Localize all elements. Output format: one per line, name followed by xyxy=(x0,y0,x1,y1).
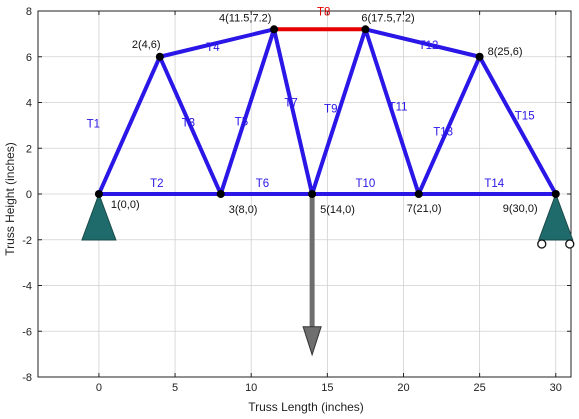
member-label-t13: T13 xyxy=(433,126,453,138)
y-tick-label: 0 xyxy=(26,189,32,201)
y-tick-label: -2 xyxy=(22,235,32,247)
member-t12 xyxy=(363,27,482,59)
roller-support xyxy=(538,192,574,241)
node-7 xyxy=(414,190,423,198)
x-tick-label: 15 xyxy=(321,382,333,394)
member-label-t3: T3 xyxy=(182,117,195,129)
truss-members xyxy=(96,27,558,196)
node-3 xyxy=(216,190,225,198)
node-label-2: 2(4,6) xyxy=(132,39,161,51)
x-tick-label: 0 xyxy=(96,382,102,394)
y-tick-label: 4 xyxy=(26,98,32,110)
node-6 xyxy=(361,25,370,34)
member-t13 xyxy=(416,54,482,196)
node-label-1: 1(0,0) xyxy=(111,199,140,211)
member-label-t15: T15 xyxy=(515,110,535,122)
member-t5 xyxy=(218,27,277,196)
member-t1 xyxy=(96,54,162,196)
load-arrow-head xyxy=(302,326,322,357)
y-tick-label: -6 xyxy=(22,326,32,338)
member-label-t11: T11 xyxy=(389,102,408,114)
member-label-t9: T9 xyxy=(324,104,337,116)
node-8 xyxy=(475,52,484,61)
x-tick-label: 10 xyxy=(245,382,257,394)
y-tick-label: -8 xyxy=(22,372,32,384)
pin-support xyxy=(81,192,117,241)
y-tick-label: -4 xyxy=(22,281,32,293)
member-t7 xyxy=(272,27,315,196)
node-2 xyxy=(155,52,164,61)
y-tick-label: 8 xyxy=(26,6,32,18)
y-axis-title: Truss Height (inches) xyxy=(3,142,17,256)
x-tick-label: 20 xyxy=(397,382,409,394)
roller-wheel xyxy=(565,239,575,249)
load-arrow xyxy=(302,194,322,357)
member-t9 xyxy=(310,27,368,196)
truss-nodes xyxy=(94,25,560,198)
node-label-5: 5(14,0) xyxy=(320,204,355,216)
node-9 xyxy=(551,190,560,198)
roller-wheel xyxy=(537,239,547,249)
member-t15 xyxy=(477,54,558,196)
node-5 xyxy=(308,190,317,198)
node-label-7: 7(21,0) xyxy=(407,203,442,215)
y-tick-label: 6 xyxy=(26,52,32,64)
node-1 xyxy=(94,190,103,198)
member-t3 xyxy=(157,54,223,196)
supports xyxy=(81,192,575,249)
member-label-t7: T7 xyxy=(284,98,297,110)
node-label-6: 6(17.5,7.2) xyxy=(361,12,414,24)
x-tick-label: 30 xyxy=(550,382,562,394)
node-label-3: 3(8,0) xyxy=(229,204,258,216)
y-tick-label: 2 xyxy=(26,143,32,155)
member-label-t4: T4 xyxy=(206,42,220,54)
labels: 1(0,0) 2(4,6) 3(8,0) 4(11.5,7.2) 5(14,0) 6(17… xyxy=(87,6,538,216)
member-t11 xyxy=(363,27,421,196)
node-label-8: 8(25,6) xyxy=(488,46,523,58)
member-label-t12: T12 xyxy=(419,40,439,52)
member-label-t6: T6 xyxy=(256,178,269,190)
member-label-t10: T10 xyxy=(356,178,376,190)
member-label-t2: T2 xyxy=(150,178,163,190)
node-label-4: 4(11.5,7.2) xyxy=(219,12,271,24)
node-4 xyxy=(270,25,279,34)
node-label-9: 9(30,0) xyxy=(503,203,538,215)
x-tick-label: 25 xyxy=(474,382,486,394)
member-t4 xyxy=(157,27,277,59)
x-tick-label: 5 xyxy=(172,382,178,394)
member-label-t8: T8 xyxy=(317,6,330,18)
member-label-t14: T14 xyxy=(484,178,504,190)
member-label-t1: T1 xyxy=(87,118,100,130)
member-label-t5: T5 xyxy=(235,117,248,129)
x-axis-title: Truss Length (inches) xyxy=(248,400,364,414)
